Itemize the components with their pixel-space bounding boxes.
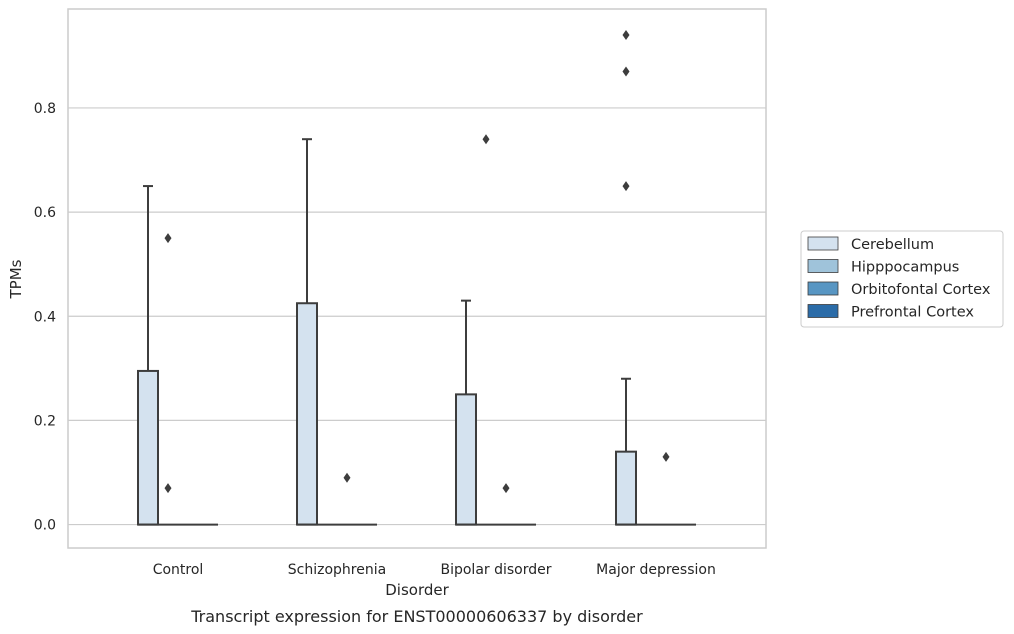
box-2-3 bbox=[656, 451, 676, 526]
box-0-2 bbox=[455, 299, 477, 526]
legend-swatch bbox=[807, 304, 839, 318]
y-tick-label: 0.2 bbox=[34, 413, 56, 429]
legend-label: Cerebellum bbox=[851, 237, 934, 253]
figure-caption: Transcript expression for ENST0000060633… bbox=[190, 607, 643, 626]
box-2-2 bbox=[496, 483, 516, 526]
box-1-2 bbox=[476, 134, 496, 526]
box-body bbox=[615, 450, 637, 526]
outlier-point bbox=[482, 134, 490, 145]
box-2-1 bbox=[337, 472, 357, 526]
x-tick-label: Schizophrenia bbox=[288, 562, 386, 578]
outlier-point bbox=[622, 30, 630, 41]
legend-frame bbox=[800, 230, 1004, 328]
plot-frame bbox=[67, 8, 767, 549]
box-0-1 bbox=[296, 138, 318, 526]
y-tick-label: 0.8 bbox=[34, 101, 56, 117]
outlier-point bbox=[622, 66, 630, 77]
y-tick-label: 0.6 bbox=[34, 205, 56, 221]
y-tick-labels: 0.0 0.2 0.4 0.6 0.8 bbox=[34, 101, 56, 534]
box-body bbox=[455, 393, 477, 526]
legend-swatch bbox=[807, 281, 839, 296]
outlier-point bbox=[622, 181, 630, 192]
legend-swatch bbox=[807, 236, 839, 251]
x-tick-labels: Control Schizophrenia Bipolar disorder Majo… bbox=[153, 562, 716, 578]
x-tick-label: Major depression bbox=[596, 562, 716, 578]
outlier-point bbox=[343, 472, 351, 483]
outlier-point bbox=[662, 451, 670, 462]
x-tick-label: Bipolar disorder bbox=[440, 562, 551, 578]
x-tick-label: Control bbox=[153, 562, 204, 578]
y-tick-label: 0.4 bbox=[34, 309, 56, 325]
outlier-point bbox=[502, 483, 510, 494]
legend-label: Prefrontal Cortex bbox=[851, 305, 974, 321]
box-marks bbox=[137, 30, 696, 526]
outlier-point bbox=[164, 483, 172, 494]
outlier-point bbox=[164, 233, 172, 244]
box-body bbox=[296, 302, 318, 526]
legend-label: Orbitofontal Cortex bbox=[851, 282, 991, 298]
legend-label: Hipppocampus bbox=[851, 260, 959, 276]
y-axis-title: TPMs bbox=[7, 259, 25, 299]
legend: Cerebellum Hipppocampus Orbitofontal Corte… bbox=[800, 230, 1004, 328]
x-axis-title: Disorder bbox=[385, 581, 449, 599]
y-tick-label: 0.0 bbox=[34, 518, 56, 534]
box-1-0 bbox=[158, 233, 178, 526]
box-0-0 bbox=[137, 185, 159, 526]
plot-background bbox=[68, 9, 766, 548]
box-body bbox=[137, 369, 159, 526]
legend-swatch bbox=[807, 259, 839, 273]
box-0-3 bbox=[615, 30, 637, 526]
